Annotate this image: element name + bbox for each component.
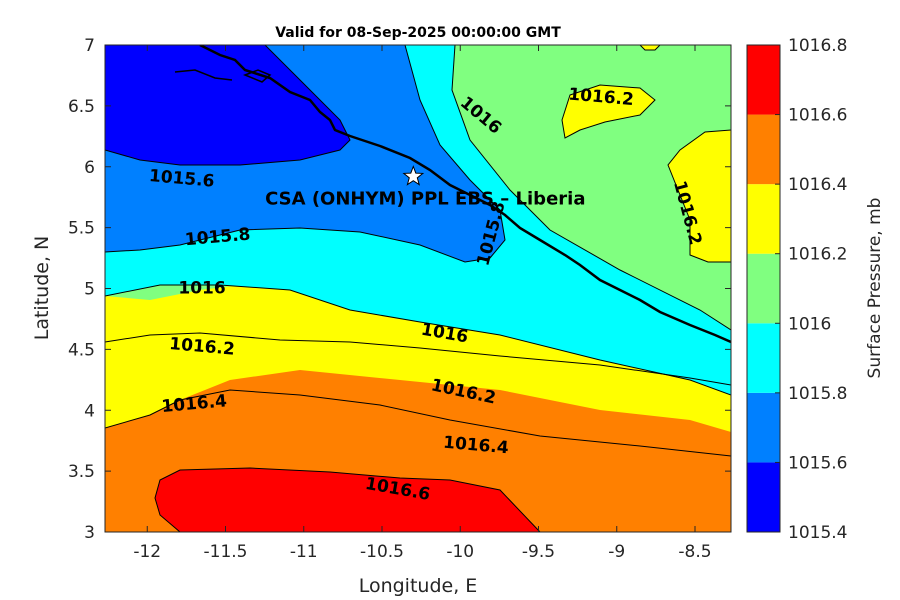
contour-label: 1016 <box>178 279 225 299</box>
colorbar-segment <box>747 253 780 324</box>
y-tick-label: 6 <box>84 158 95 178</box>
y-tick-label: 5 <box>84 280 95 300</box>
contour-line-1016-2-c <box>667 129 731 263</box>
x-axis-label: Longitude, E <box>359 575 478 597</box>
site-star-marker <box>402 165 425 186</box>
y-tick-label: 3.5 <box>68 462 95 482</box>
x-tick-label: -12 <box>133 542 161 562</box>
coastline-island <box>242 69 272 83</box>
colorbar-segment <box>747 462 780 532</box>
y-axis: 3 3.5 4 4.5 5 5.5 6 6.5 7 <box>68 36 731 543</box>
colorbar-segment <box>747 114 780 185</box>
colorbar-tick-label: 1016.2 <box>788 245 847 265</box>
coastline-main <box>199 45 731 344</box>
x-tick-label: -10.5 <box>360 542 404 562</box>
colorbar-segment <box>747 45 780 115</box>
y-tick-label: 3 <box>84 523 95 543</box>
x-tick-label: -9 <box>608 542 625 562</box>
region-1016-2-pocket-top <box>562 85 655 138</box>
x-tick-label: -9.5 <box>522 542 555 562</box>
colorbar-tick-label: 1015.8 <box>788 384 847 404</box>
y-axis-label: Latitude, N <box>31 236 53 341</box>
colorbar-tick-label: 1015.6 <box>788 453 847 473</box>
colorbar-frame <box>746 44 781 533</box>
contour-line-1016-6 <box>154 467 541 532</box>
x-tick-label: -11 <box>290 542 318 562</box>
site-label: CSA (ONHYM) PPL EBS – Liberia <box>265 188 585 209</box>
region-1016-2-pocket-corner <box>640 45 660 50</box>
y-tick-label: 7 <box>84 36 95 56</box>
y-tick-label: 4 <box>84 401 95 421</box>
x-tick-label: -11.5 <box>204 542 248 562</box>
site-group: CSA (ONHYM) PPL EBS – Liberia <box>265 165 585 209</box>
contour-fills <box>105 45 731 532</box>
y-tick-label: 5.5 <box>68 219 95 239</box>
region-1016-6 <box>155 468 540 532</box>
contour-line-1016-4 <box>105 389 731 457</box>
y-tick-label: 4.5 <box>68 340 95 360</box>
colorbar-segment <box>747 184 780 254</box>
y-tick-label: 6.5 <box>68 97 95 117</box>
colorbar-tick-label: 1016.4 <box>788 175 847 195</box>
contour-line-1016-2-b <box>561 84 656 139</box>
coastline <box>174 45 731 344</box>
contour-line-1015-6 <box>105 45 351 166</box>
colorbar-tick-label: 1016.8 <box>788 36 847 56</box>
coastline-lagoon <box>174 69 233 81</box>
region-below-1015-6 <box>105 45 350 165</box>
x-tick-label: -8.5 <box>678 542 711 562</box>
contour-lines <box>105 45 731 532</box>
x-axis: -12 -11.5 -11 -10.5 -10 -9.5 -9 -8.5 <box>133 45 712 562</box>
colorbar-label: Surface Pressure, mb <box>865 198 885 379</box>
contour-line-1015-8 <box>105 45 506 263</box>
contour-line-1016-b <box>105 284 731 396</box>
colorbar-segment <box>747 392 780 463</box>
colorbar-tick-label: 1015.4 <box>788 523 847 543</box>
region-1016-2-pocket-right <box>668 130 731 262</box>
contour-line-1016-a <box>451 45 731 331</box>
colorbar-tick-label: 1016.6 <box>788 106 847 126</box>
colorbar: 1015.4 1015.6 1015.8 1016 1016.2 1016.4 1016.6… <box>746 36 847 543</box>
chart-title: Valid for 08-Sep-2025 00:00:00 GMT <box>275 25 561 41</box>
x-tick-label: -10 <box>446 542 474 562</box>
contour-line-1016-2-a <box>105 332 731 386</box>
colorbar-tick-label: 1016 <box>788 314 831 334</box>
colorbar-segment <box>747 323 780 393</box>
contour-line-1016-2-d <box>639 45 661 51</box>
